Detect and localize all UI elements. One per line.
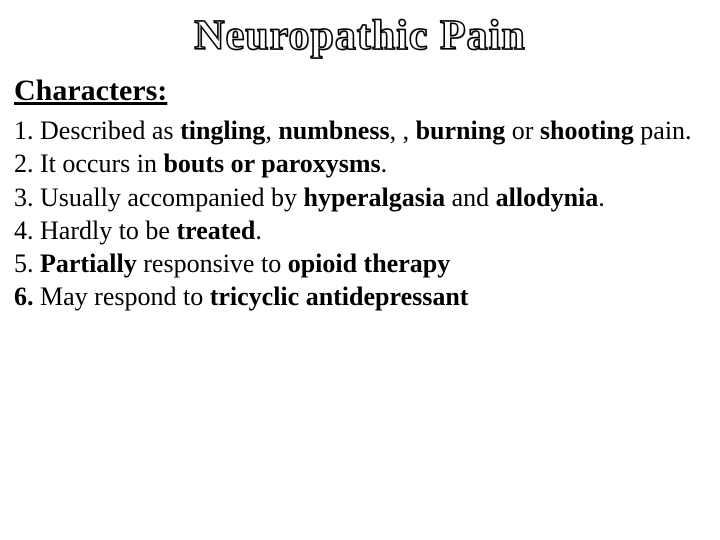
text: 1. Described as [14, 116, 180, 145]
bold-text: bouts or paroxysms [163, 149, 380, 178]
text: , , [390, 116, 416, 145]
point-3: 3. Usually accompanied by hyperalgasia a… [14, 181, 706, 214]
bold-text: shooting [540, 116, 634, 145]
bold-text: numbness [278, 116, 389, 145]
point-5: 5. Partially responsive to opioid therap… [14, 247, 706, 280]
slide-title: Neuropathic Pain [14, 12, 706, 60]
bold-text: tricyclic antidepressant [210, 282, 469, 311]
bold-text: allodynia [496, 183, 599, 212]
text: . [381, 149, 388, 178]
text: and [445, 183, 496, 212]
text: pain. [634, 116, 692, 145]
text: . [598, 183, 605, 212]
point-1: 1. Described as tingling, numbness, , bu… [14, 114, 706, 147]
bold-text: Partially [40, 249, 137, 278]
bold-text: opioid therapy [288, 249, 451, 278]
text: 3. Usually accompanied by [14, 183, 304, 212]
text: , [265, 116, 278, 145]
bold-text: 6. [14, 282, 40, 311]
text: May respond to [40, 282, 210, 311]
text: responsive to [137, 249, 288, 278]
body-content: 1. Described as tingling, numbness, , bu… [14, 114, 706, 314]
bold-text: tingling [180, 116, 265, 145]
text: 2. It occurs in [14, 149, 163, 178]
bold-text: hyperalgasia [304, 183, 446, 212]
text: . [255, 216, 262, 245]
text: or [505, 116, 540, 145]
bold-text: treated [176, 216, 255, 245]
text: 5. [14, 249, 40, 278]
section-heading: Characters: [14, 74, 706, 108]
text: 4. Hardly to be [14, 216, 176, 245]
point-2: 2. It occurs in bouts or paroxysms. [14, 147, 706, 180]
point-6: 6. May respond to tricyclic antidepressa… [14, 280, 706, 313]
bold-text: burning [416, 116, 506, 145]
point-4: 4. Hardly to be treated. [14, 214, 706, 247]
